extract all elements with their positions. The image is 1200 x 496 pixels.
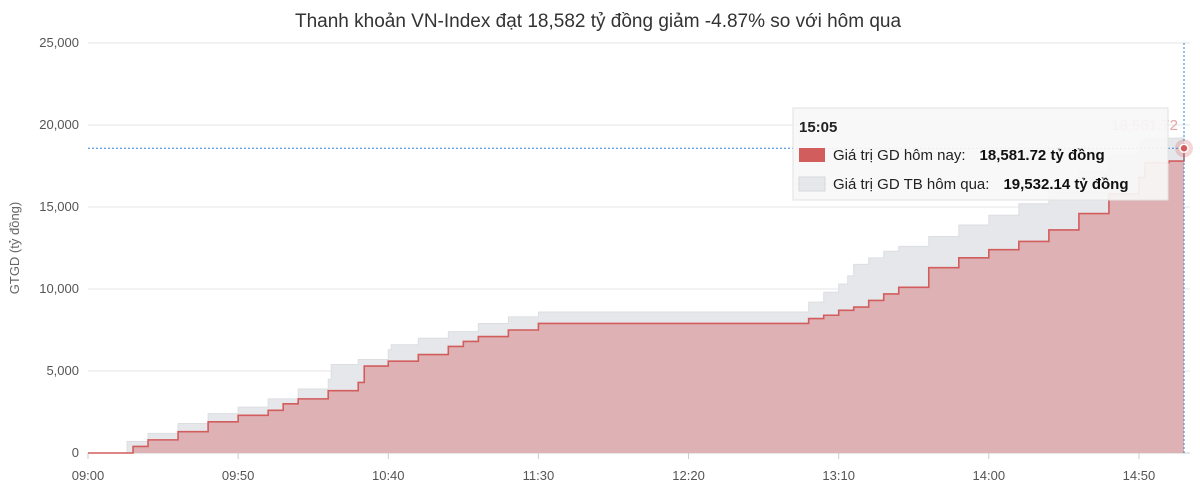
x-tick-label: 09:50 [222,468,255,483]
tooltip-swatch [798,176,826,192]
tooltip-swatch [799,148,825,162]
y-tick-label: 0 [72,445,79,460]
y-tick-label: 5,000 [46,363,79,378]
series-areas [88,132,1185,454]
x-axis-ticks: 09:00 09:50 10:40 11:30 12:20 13:10 14:00 14:50 [72,453,1156,483]
tooltip-value: 18,581.72 tỷ đồng [980,147,1105,164]
x-tick-label: 12:20 [672,468,705,483]
tooltip: 15:05 Giá trị GD hôm nay: 18,581.72 tỷ đồn… [792,107,1169,201]
y-axis-label: GTGD (tỷ đồng) [7,202,22,294]
tooltip-label: Giá trị GD TB hôm qua: [833,176,989,193]
tooltip-box [792,107,1169,201]
x-tick-label: 10:40 [372,468,405,483]
x-tick-label: 14:00 [973,468,1006,483]
x-tick-label: 11:30 [523,468,555,483]
x-tick-label: 13:10 [822,468,855,483]
line-yesterday-avg [88,132,1185,454]
y-tick-label: 15,000 [39,199,79,214]
y-tick-label: 10,000 [39,281,79,296]
line-today [88,148,1185,454]
tooltip-time: 15:05 [799,119,837,136]
marker-point [1179,143,1189,154]
y-tick-label: 20,000 [39,117,79,132]
y-tick-label: 25,000 [39,35,79,50]
y-axis-ticks: 0 5,000 10,000 15,000 20,000 25,000 [39,35,79,460]
area-today [88,148,1184,453]
tooltip-value: 19,532.14 tỷ đồng [1003,176,1128,193]
tooltip-label: Giá trị GD hôm nay: [833,147,966,164]
chart-title: Thanh khoản VN-Index đạt 18,582 tỷ đồng … [295,11,901,32]
x-tick-label: 09:00 [72,468,105,483]
x-tick-label: 14:50 [1123,468,1156,483]
area-yesterday-avg [88,132,1184,453]
